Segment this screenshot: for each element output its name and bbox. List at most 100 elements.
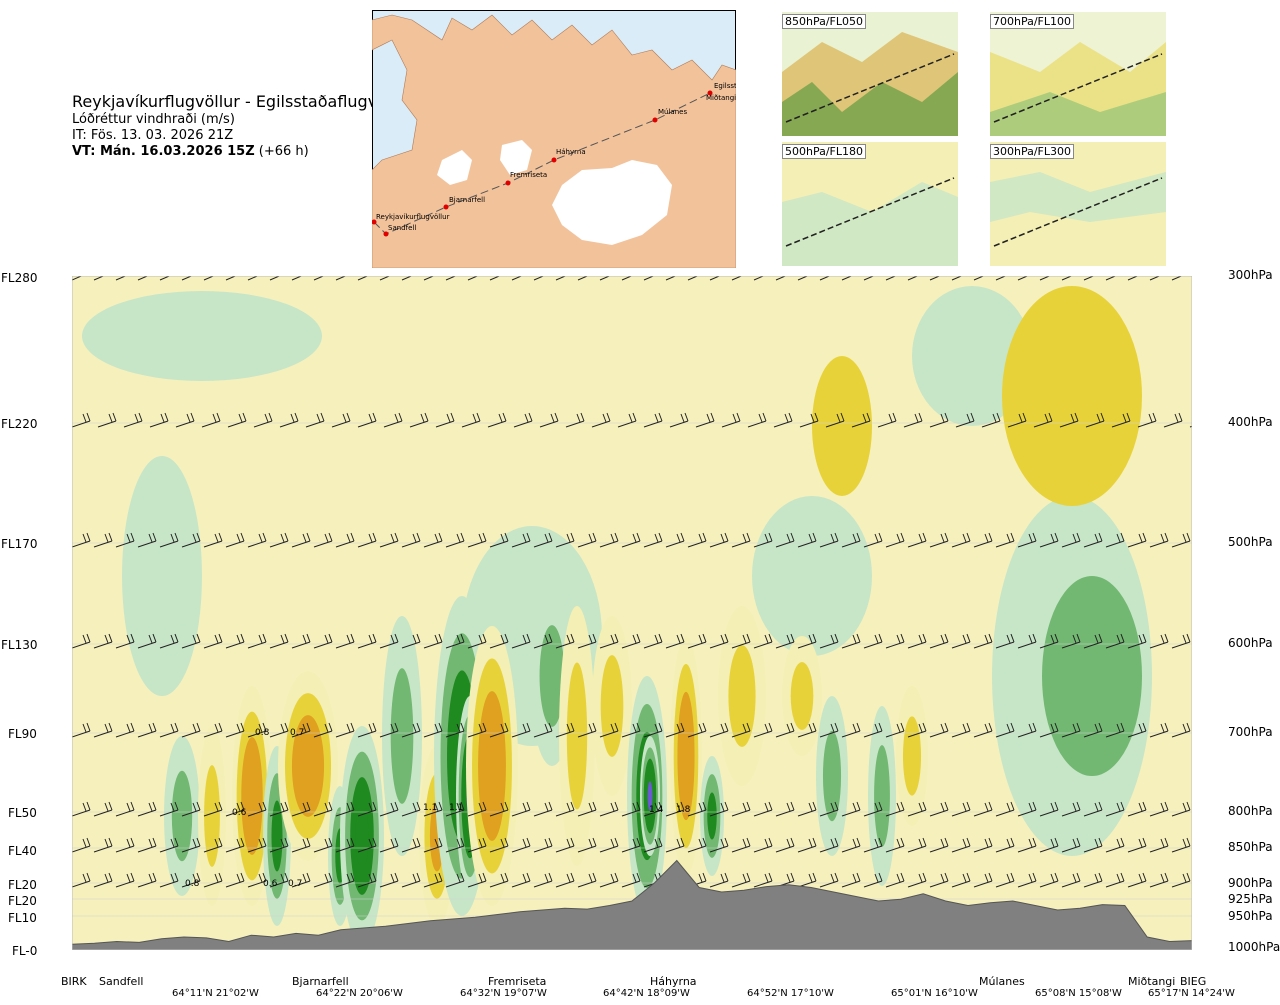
- wind-barb: [269, 837, 289, 853]
- wind-barb: [885, 722, 905, 738]
- wind-barb: [225, 872, 245, 888]
- downdraft-core: [902, 716, 922, 796]
- route-label: Sandfell: [99, 975, 144, 988]
- map-point-bjarnarfell: [443, 204, 449, 210]
- inset-300: 300hPa/FL300: [990, 142, 1166, 266]
- wind-barb: [137, 837, 157, 853]
- wind-barb: [72, 412, 91, 428]
- wind-barb: [253, 412, 273, 428]
- wind-barb: [533, 872, 553, 888]
- wind-barb: [511, 722, 531, 738]
- wind-barb: [175, 412, 195, 428]
- fl-label: FL40: [8, 844, 37, 858]
- wind-barb: [423, 633, 443, 649]
- coordinate-label: 64°32'N 19°07'W: [460, 988, 547, 999]
- wind-barb: [291, 532, 311, 548]
- wind-barb: [797, 633, 817, 649]
- cross-section-chart: 0.8 0.7 0.6 1.1 1.1 1.4 1.8 0.8 0.6 0.7: [72, 276, 1192, 950]
- wind-barb: [203, 837, 223, 853]
- wind-barb: [555, 633, 575, 649]
- wind-barb: [489, 633, 509, 649]
- coordinate-label: 65°08'N 15°08'W: [1035, 988, 1122, 999]
- wind-barb: [201, 412, 221, 428]
- wind-barb: [401, 837, 421, 853]
- map-label-sandfell: Sandfell: [388, 224, 416, 232]
- wind-barb: [423, 801, 443, 817]
- wind-barb: [819, 633, 839, 649]
- coordinate-label: 64°11'N 21°02'W: [172, 988, 259, 999]
- wind-barb: [995, 532, 1015, 548]
- wind-barb: [72, 722, 91, 738]
- wind-barb: [863, 633, 883, 649]
- wind-barb: [709, 276, 721, 281]
- route-label: Miðtangi: [1128, 975, 1176, 988]
- map-point-mulanes: [652, 117, 658, 123]
- wind-barb: [753, 722, 773, 738]
- fl-label: FL-0: [12, 944, 38, 958]
- wind-barb: [115, 276, 127, 281]
- wind-barb: [929, 722, 949, 738]
- chart-title: Reykjavíkurflugvöllur - Egilsstaðaflugvö…: [72, 92, 413, 111]
- wind-barb: [753, 801, 773, 817]
- wind-barb: [401, 722, 421, 738]
- fl-label: FL170: [1, 537, 38, 551]
- inset-300-field: [990, 142, 1166, 266]
- wind-barb: [665, 276, 677, 281]
- map-point-egilsstadir: [707, 90, 713, 96]
- wind-barb: [1149, 801, 1169, 817]
- wind-barb: [72, 837, 91, 853]
- wind-barb: [1171, 532, 1191, 548]
- wind-barb: [1083, 633, 1103, 649]
- wind-barb: [731, 872, 751, 888]
- wind-barb: [335, 633, 355, 649]
- wind-barb: [819, 837, 839, 853]
- wind-barb: [643, 532, 663, 548]
- wind-barb: [1083, 276, 1095, 281]
- wind-barb: [467, 872, 487, 888]
- wind-barb: [247, 872, 267, 888]
- wind-barb: [841, 532, 861, 548]
- wind-barb: [93, 837, 113, 853]
- wind-barb: [555, 722, 575, 738]
- wind-barb: [929, 276, 941, 281]
- wind-barb: [269, 872, 289, 888]
- hpa-label: 900hPa: [1228, 876, 1273, 890]
- wind-barb: [973, 532, 993, 548]
- wind-barb: [313, 276, 325, 281]
- wind-barb: [687, 633, 707, 649]
- inset-500-label: 500hPa/FL180: [782, 144, 867, 159]
- wind-barb: [825, 412, 845, 428]
- wind-barb: [885, 532, 905, 548]
- wind-barb: [489, 722, 509, 738]
- wind-barb: [1171, 722, 1191, 738]
- wind-barb: [159, 801, 179, 817]
- wind-barb: [1149, 633, 1169, 649]
- wind-barb: [709, 633, 729, 649]
- map-label-midtangi: Miðtangi: [706, 94, 736, 102]
- wind-barb: [841, 722, 861, 738]
- updraft-core: [355, 802, 369, 870]
- wind-barb: [467, 633, 487, 649]
- updraft-core: [390, 668, 414, 804]
- wind-barb: [1137, 412, 1157, 428]
- hpa-label: 300hPa: [1228, 268, 1273, 282]
- wind-barb: [929, 532, 949, 548]
- wind-barb: [489, 801, 509, 817]
- wind-barb: [841, 837, 861, 853]
- wind-barb: [565, 412, 585, 428]
- wind-barb: [1017, 801, 1037, 817]
- wind-barb: [313, 633, 333, 649]
- wind-barb: [819, 801, 839, 817]
- wind-barb: [555, 532, 575, 548]
- wind-barb: [773, 412, 793, 428]
- wind-barb: [123, 412, 143, 428]
- wind-barb: [489, 532, 509, 548]
- wind-barb: [599, 276, 611, 281]
- wind-barb: [665, 633, 685, 649]
- wind-barb: [775, 722, 795, 738]
- wind-barb: [709, 837, 729, 853]
- fl-label: FL20: [8, 894, 37, 908]
- wind-barb: [511, 532, 531, 548]
- contour-label: 1.1: [449, 803, 463, 813]
- wind-barb: [665, 801, 685, 817]
